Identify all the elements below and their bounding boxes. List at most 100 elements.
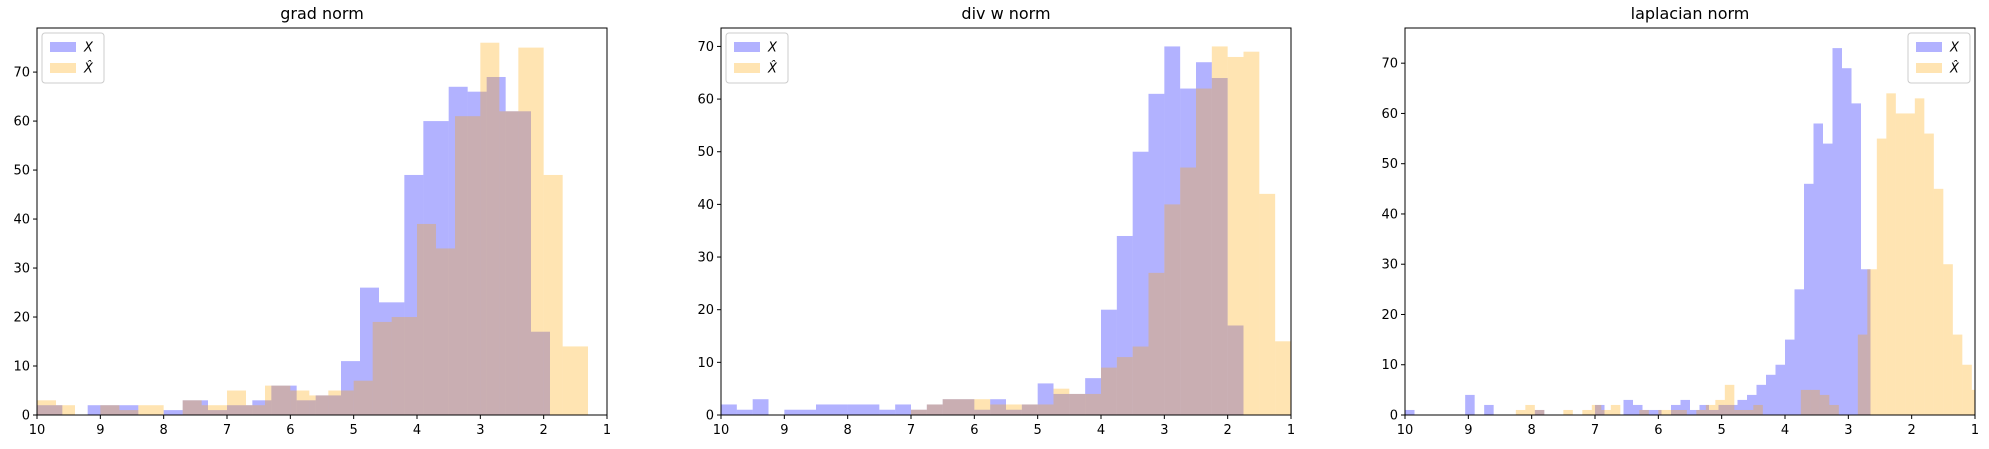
histogram-bar <box>1829 404 1839 415</box>
x-tick-label: 8 <box>160 423 168 438</box>
histogram-bar <box>467 91 487 416</box>
legend-swatch <box>50 63 76 73</box>
histogram-bar <box>1724 384 1735 415</box>
legend-label: X <box>767 41 778 56</box>
histogram-bar <box>296 400 316 415</box>
histogram-bar <box>1933 188 1944 415</box>
histogram-bar <box>1667 409 1678 415</box>
histogram-bar <box>182 400 202 415</box>
histogram-bar <box>1747 394 1757 415</box>
histogram-bar <box>391 317 417 415</box>
histogram-bar <box>1582 409 1592 415</box>
y-tick-label: 20 <box>13 311 30 326</box>
histogram-bar <box>752 399 769 415</box>
histogram-bar <box>1876 138 1887 415</box>
histogram-bar <box>1227 56 1244 416</box>
histogram-bar <box>990 404 1022 415</box>
x-tick-label: 4 <box>1097 423 1105 438</box>
histogram-bar <box>1671 404 1681 415</box>
histogram-bar <box>1753 404 1763 415</box>
histogram-bar <box>404 174 424 415</box>
histogram-bar <box>1800 389 1811 415</box>
histogram-bar <box>1101 309 1117 415</box>
y-tick-label: 60 <box>13 115 30 130</box>
histogram-bar <box>1180 167 1196 415</box>
x-tick-label: 6 <box>286 423 294 438</box>
histogram-bar <box>360 287 379 415</box>
x-tick-label: 1 <box>1971 423 1979 438</box>
histogram-bar <box>1905 113 1915 415</box>
histogram-bar <box>1405 409 1415 415</box>
histogram-bar <box>974 409 991 415</box>
y-tick-label: 10 <box>697 356 714 371</box>
histogram-bar <box>847 404 880 415</box>
x-tick-label: 5 <box>350 423 358 438</box>
histogram-bar <box>1196 62 1212 415</box>
histogram-bar <box>1211 78 1228 416</box>
histogram-bar <box>958 399 991 415</box>
histogram-bar <box>1705 404 1716 415</box>
legend: X X̂ <box>1907 32 1971 84</box>
histogram-bar <box>455 116 481 416</box>
histogram-bar <box>1116 357 1133 415</box>
x-tick-label: 1 <box>1287 423 1295 438</box>
histogram-bar <box>1595 404 1605 415</box>
x-tick-label: 2 <box>1224 423 1232 438</box>
legend-label: X̂ <box>767 61 778 76</box>
histogram-bar <box>895 404 911 415</box>
histogram-bar <box>816 404 848 415</box>
x-tick-label: 8 <box>844 423 852 438</box>
histogram-bar <box>911 409 927 415</box>
axes-frame <box>720 27 1292 416</box>
histogram-bar <box>518 47 544 416</box>
x-tick-label: 9 <box>1464 423 1472 438</box>
histogram-bar <box>1148 93 1165 415</box>
histogram-bar <box>1601 409 1611 415</box>
legend-box <box>1907 32 1971 84</box>
histogram-bar <box>1952 334 1963 415</box>
histogram-bar <box>87 405 113 415</box>
histogram-bar <box>315 395 341 415</box>
x-tick-label: 7 <box>907 423 915 438</box>
y-tick-label: 60 <box>697 93 714 108</box>
y-tick-label: 60 <box>1381 107 1398 122</box>
histogram-bar <box>1861 269 1871 415</box>
histogram-bar <box>1196 88 1212 416</box>
histogram-bar <box>1639 409 1649 415</box>
histogram-bar <box>1728 404 1738 415</box>
histogram-bar <box>1053 393 1070 415</box>
x-tick-label: 6 <box>1654 423 1662 438</box>
histogram-bar <box>163 410 183 415</box>
histogram-bar <box>1658 409 1668 415</box>
legend-swatch <box>1916 42 1942 52</box>
histogram-bar <box>505 111 531 415</box>
histogram-bar <box>252 400 272 415</box>
histogram-bar <box>1785 339 1795 415</box>
histogram-bar <box>1610 404 1621 415</box>
legend-swatch <box>734 63 760 73</box>
y-tick-label: 0 <box>22 409 30 424</box>
legend-label: X <box>83 41 94 56</box>
histogram-bar <box>37 405 63 415</box>
histogram-bar <box>926 404 943 415</box>
histogram-bar <box>1971 389 1975 415</box>
histogram-bar <box>1810 389 1820 415</box>
x-tick-label: 10 <box>713 423 730 438</box>
x-tick-label: 4 <box>413 423 421 438</box>
x-tick-label: 3 <box>1844 423 1852 438</box>
y-tick-label: 30 <box>1381 258 1398 273</box>
histogram-bar <box>721 404 737 415</box>
axes-frame <box>1404 27 1976 416</box>
histogram-bar <box>1465 394 1475 415</box>
histogram-bar <box>353 380 373 415</box>
histogram-bar <box>543 174 563 415</box>
y-tick-label: 0 <box>1390 409 1398 424</box>
histogram-bar <box>1851 103 1861 415</box>
histogram-bar <box>480 42 500 415</box>
x-tick-label: 9 <box>780 423 788 438</box>
x-tick-label: 4 <box>1781 423 1789 438</box>
histogram-bar <box>1715 399 1725 415</box>
histogram-bar <box>227 405 253 415</box>
histogram-bar <box>1563 409 1573 415</box>
